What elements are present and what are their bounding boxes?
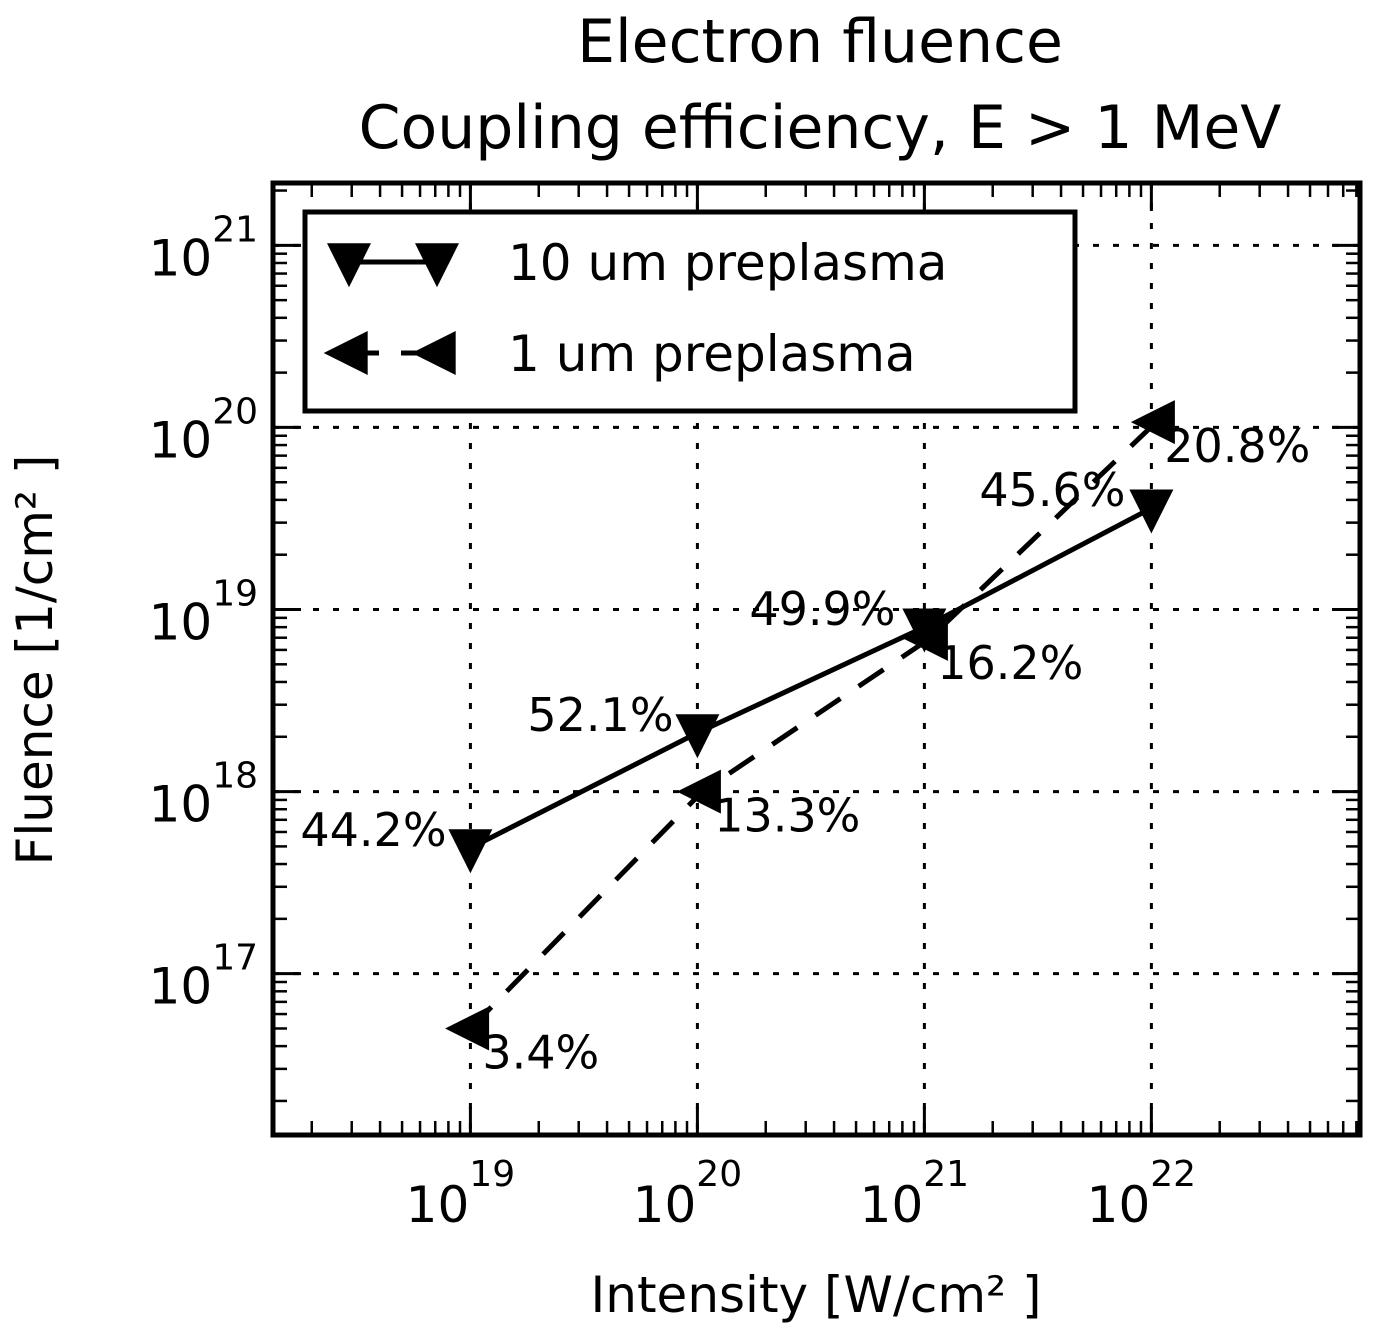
point-annotation: 13.3% (714, 789, 860, 843)
triangle-left-marker-icon (323, 331, 368, 375)
series-1um (445, 400, 1175, 1051)
y-axis-label: Fluence [1/cm² ] (6, 455, 64, 866)
triangle-down-marker-icon (415, 243, 459, 288)
y-tick-label: 1020 (149, 391, 258, 469)
point-annotation: 3.4% (482, 1025, 599, 1079)
legend: 10 um preplasma 1 um preplasma (302, 209, 1078, 414)
x-tick-label: 1020 (633, 1154, 742, 1234)
legend-label: 1 um preplasma (508, 325, 916, 383)
point-annotation: 49.9% (749, 582, 895, 636)
triangle-down-marker-icon (327, 243, 371, 288)
triangle-down-marker-icon (675, 714, 720, 759)
triangle-down-marker-icon (1129, 489, 1174, 534)
point-annotation: 44.2% (300, 803, 446, 857)
legend-label: 10 um preplasma (508, 234, 947, 292)
point-annotation: 52.1% (527, 688, 673, 742)
y-tick-label: 1018 (149, 756, 258, 834)
y-axis-tick-labels: 1017 1018 1019 1020 1021 (149, 209, 258, 1015)
x-tick-label: 1021 (860, 1154, 969, 1234)
point-annotation: 20.8% (1164, 419, 1310, 473)
series-line (469, 506, 1153, 851)
triangle-left-marker-icon (411, 331, 456, 375)
y-tick-label: 1021 (149, 209, 258, 287)
triangle-left-marker-icon (903, 616, 948, 661)
point-annotation: 45.6% (979, 463, 1125, 517)
triangle-left-marker-icon (676, 769, 721, 814)
x-tick-label: 1019 (406, 1154, 515, 1234)
x-axis-label: Intensity [W/cm² ] (591, 1266, 1042, 1324)
y-tick-label: 1017 (149, 938, 258, 1016)
triangle-left-marker-icon (1130, 400, 1175, 445)
plot-frame (270, 180, 1363, 1138)
y-tick-label: 1019 (149, 574, 258, 652)
point-annotations: 44.2% 52.1% 49.9% 45.6% 3.4% 13.3% 16.2% 20.8% (300, 419, 1310, 1079)
chart-title: Electron fluence Coupling efficiency, E … (359, 7, 1282, 163)
series-line (468, 420, 1158, 1031)
plot-series (445, 400, 1175, 1051)
triangle-down-marker-icon (448, 829, 493, 874)
point-annotation: 16.2% (937, 636, 1083, 690)
chart-title-line-1: Electron fluence (577, 7, 1063, 77)
triangle-left-marker-icon (445, 1006, 490, 1051)
major-ticks (273, 183, 1360, 1135)
legend-item: 10 um preplasma (327, 234, 947, 292)
x-axis-tick-labels: 1019 1020 1021 1022 (406, 1154, 1196, 1234)
chart-title-line-2: Coupling efficiency, E > 1 MeV (359, 93, 1282, 163)
x-tick-label: 1022 (1087, 1154, 1196, 1234)
legend-item: 1 um preplasma (323, 325, 916, 383)
